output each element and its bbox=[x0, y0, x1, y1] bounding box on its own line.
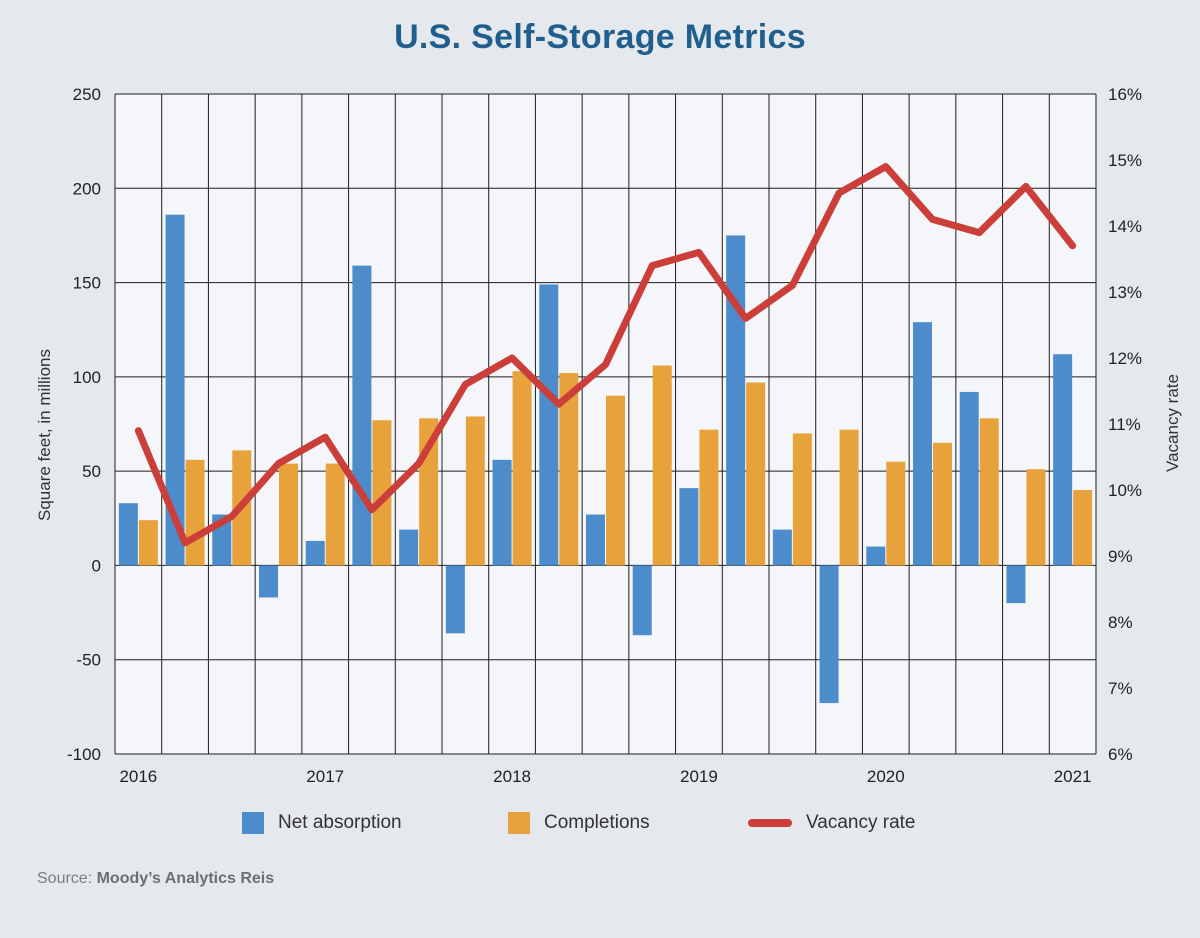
net-absorption-swatch bbox=[242, 812, 264, 834]
vacancy-line-layer bbox=[134, 163, 1077, 547]
grid-lines bbox=[114, 93, 1097, 755]
x-tick-label: 2019 bbox=[680, 767, 718, 786]
vacancy-rate-swatch bbox=[748, 819, 792, 827]
net-absorption-bar bbox=[492, 459, 512, 566]
y2-tick-label: 10% bbox=[1108, 481, 1142, 500]
net-absorption-bar bbox=[1053, 354, 1073, 566]
axis-labels: -100 -50 0 50 100 150 200 250 6% 7% 8% 9% 10% 11% 12% 1… bbox=[67, 85, 1142, 786]
y2-tick-label: 9% bbox=[1108, 547, 1133, 566]
net-absorption-bar bbox=[445, 565, 465, 634]
completions-bar bbox=[792, 433, 812, 566]
completions-bar bbox=[699, 429, 719, 566]
y2-tick-label: 8% bbox=[1108, 613, 1133, 632]
x-tick-label: 2020 bbox=[867, 767, 905, 786]
net-absorption-bar bbox=[913, 322, 932, 566]
y2-tick-label: 16% bbox=[1108, 85, 1142, 104]
net-absorption-bar bbox=[959, 391, 979, 566]
net-absorption-bar bbox=[679, 488, 699, 566]
net-absorption-bar bbox=[352, 265, 372, 566]
y2-tick-label: 15% bbox=[1108, 151, 1142, 170]
y2-tick-label: 13% bbox=[1108, 283, 1142, 302]
bars-layer bbox=[118, 214, 1093, 704]
y-tick-label: 250 bbox=[73, 85, 101, 104]
y-tick-label: 0 bbox=[92, 556, 101, 575]
net-absorption-bar bbox=[259, 565, 278, 598]
net-absorption-bar bbox=[539, 284, 559, 566]
y-tick-label: 50 bbox=[82, 462, 101, 481]
y2-tick-label: 7% bbox=[1108, 679, 1133, 698]
y2-tick-label: 12% bbox=[1108, 349, 1142, 368]
completions-bar bbox=[559, 373, 579, 566]
completions-bar bbox=[652, 365, 672, 566]
net-absorption-bar bbox=[118, 503, 138, 566]
source-prefix: Source: bbox=[37, 870, 97, 887]
legend-label: Vacancy rate bbox=[806, 812, 916, 833]
net-absorption-bar bbox=[632, 565, 652, 636]
completions-swatch bbox=[508, 812, 530, 834]
chart-title: U.S. Self-Storage Metrics bbox=[394, 18, 806, 56]
x-tick-label: 2016 bbox=[119, 767, 157, 786]
net-absorption-bar bbox=[586, 514, 605, 566]
net-absorption-bar bbox=[399, 529, 419, 566]
net-absorption-bar bbox=[819, 565, 839, 704]
y-tick-label: -100 bbox=[67, 745, 101, 764]
plot-area bbox=[115, 94, 1096, 754]
y-tick-label: -50 bbox=[76, 651, 101, 670]
x-tick-label: 2021 bbox=[1054, 767, 1092, 786]
completions-bar bbox=[279, 463, 298, 566]
y-tick-label: 200 bbox=[73, 179, 101, 198]
x-tick-label: 2017 bbox=[306, 767, 344, 786]
completions-bar bbox=[465, 416, 485, 566]
y2-tick-label: 11% bbox=[1108, 415, 1141, 434]
y-tick-label: 150 bbox=[73, 274, 101, 293]
completions-bar bbox=[1026, 469, 1046, 566]
y-tick-label: 100 bbox=[73, 368, 101, 387]
completions-bar bbox=[325, 463, 345, 566]
net-absorption-bar bbox=[772, 529, 792, 566]
x-tick-label: 2018 bbox=[493, 767, 531, 786]
net-absorption-bar bbox=[305, 540, 325, 566]
net-absorption-bar bbox=[165, 214, 185, 566]
legend-net-absorption: Net absorption bbox=[242, 812, 402, 834]
completions-bar bbox=[606, 395, 625, 566]
legend-label: Completions bbox=[544, 812, 650, 833]
legend-completions: Completions bbox=[508, 812, 650, 834]
source-name: Moody’s Analytics Reis bbox=[96, 870, 275, 887]
y-axis-label: Square feet, in millions bbox=[35, 349, 54, 521]
completions-bar bbox=[933, 442, 952, 566]
completions-bar bbox=[886, 461, 906, 566]
completions-bar bbox=[979, 418, 999, 566]
y2-axis-label: Vacancy rate bbox=[1163, 374, 1182, 472]
legend-vacancy-rate: Vacancy rate bbox=[748, 812, 915, 834]
completions-bar bbox=[372, 420, 392, 566]
legend-label: Net absorption bbox=[278, 812, 402, 833]
y2-tick-label: 14% bbox=[1108, 217, 1142, 236]
completions-bar bbox=[138, 520, 158, 566]
net-absorption-bar bbox=[1006, 565, 1026, 604]
completions-bar bbox=[1073, 490, 1093, 566]
completions-bar bbox=[839, 429, 859, 566]
net-absorption-bar bbox=[866, 546, 886, 566]
completions-bar bbox=[512, 371, 532, 566]
completions-bar bbox=[185, 459, 205, 566]
net-absorption-bar bbox=[726, 235, 746, 566]
y2-tick-label: 6% bbox=[1108, 745, 1133, 764]
source-note: Source: Moody’s Analytics Reis bbox=[37, 870, 274, 888]
completions-bar bbox=[746, 382, 766, 566]
